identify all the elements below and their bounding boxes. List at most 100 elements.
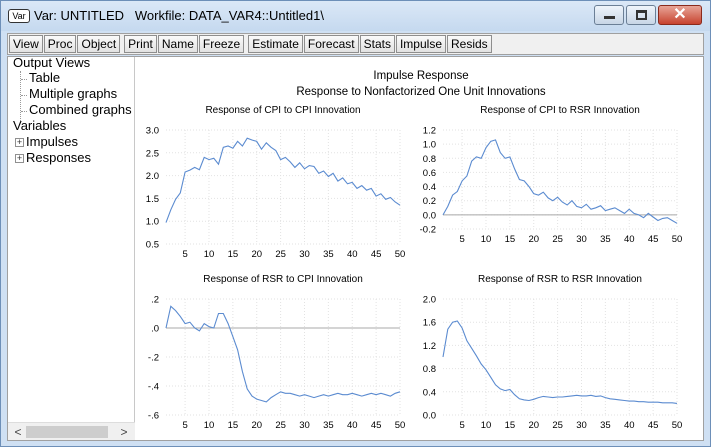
x-tick-label: 50: [672, 420, 683, 431]
stats-button[interactable]: Stats: [359, 35, 395, 53]
x-tick-label: 50: [672, 234, 683, 245]
y-tick-label: 0.5: [146, 240, 159, 251]
x-tick-label: 50: [395, 420, 406, 431]
panel-title: Response of RSR to RSR Innovation: [478, 274, 642, 285]
graph-title: Impulse Response: [373, 70, 468, 82]
x-tick-label: 30: [299, 249, 310, 260]
scrollbar-thumb[interactable]: [26, 426, 108, 438]
x-tick-label: 35: [323, 249, 334, 260]
x-tick-label: 40: [347, 420, 358, 431]
panel-title: Response of CPI to CPI Innovation: [205, 105, 360, 116]
tree-item-impulses[interactable]: + Impulses: [15, 134, 79, 149]
title-bar[interactable]: Var Var: UNTITLED Workfile: DATA_VAR4::U…: [1, 1, 710, 31]
y-tick-label: -.2: [148, 353, 159, 364]
x-tick-label: 5: [459, 234, 464, 245]
close-button[interactable]: ✕: [658, 5, 702, 25]
x-tick-label: 35: [600, 420, 611, 431]
y-tick-label: 0.2: [423, 196, 436, 207]
scroll-right-icon[interactable]: >: [120, 425, 128, 439]
graph-canvas: Impulse Response Response to Nonfactoriz…: [146, 70, 683, 431]
window-title: Var: UNTITLED Workfile: DATA_VAR4::Untit…: [34, 8, 324, 23]
minimize-button[interactable]: [594, 5, 624, 25]
irf-panel-4: Response of RSR to RSR Innovation 5 10 15 20…: [423, 274, 683, 431]
y-tick-label: 0.4: [423, 182, 436, 193]
freeze-button[interactable]: Freeze: [198, 35, 245, 53]
view-button[interactable]: View: [9, 35, 43, 53]
y-tick-label: 0.4: [423, 387, 436, 398]
irf-panel-2: Response of CPI to RSR Innovation 5 10 15 20…: [420, 105, 683, 245]
resids-button[interactable]: Resids: [447, 35, 492, 53]
object-button[interactable]: Object: [77, 35, 121, 53]
x-tick-label: 40: [624, 234, 635, 245]
object-toolbar: View Proc Object Print Name Freeze Estim…: [7, 33, 704, 55]
y-tick-label: 1.6: [423, 318, 436, 329]
window-controls: ✕: [594, 5, 702, 25]
tree-horizontal-scrollbar[interactable]: < >: [8, 422, 135, 440]
y-tick-label: .2: [151, 295, 159, 306]
x-tick-label: 35: [323, 420, 334, 431]
panel-title: Response of CPI to RSR Innovation: [480, 105, 640, 116]
response-line: [165, 137, 401, 223]
x-tick-label: 20: [528, 420, 539, 431]
content-pane: Output Views Table Multiple graphs Combi…: [7, 55, 704, 441]
response-line: [442, 320, 678, 404]
y-tick-label: 0.0: [423, 411, 436, 422]
x-tick-label: 25: [552, 420, 563, 431]
x-tick-label: 15: [228, 420, 239, 431]
close-icon: ✕: [673, 6, 687, 23]
estimate-button[interactable]: Estimate: [248, 35, 303, 53]
x-tick-label: 15: [228, 249, 239, 260]
x-tick-label: 50: [395, 249, 406, 260]
x-tick-label: 30: [299, 420, 310, 431]
y-tick-label: 2.0: [146, 171, 159, 182]
irf-panel-1: Response of CPI to CPI Innovation 5 10 15 20…: [146, 105, 406, 260]
tree-item-responses[interactable]: + Responses: [15, 150, 92, 165]
x-tick-label: 15: [505, 234, 516, 245]
y-tick-label: -.6: [148, 411, 159, 422]
x-tick-label: 15: [505, 420, 516, 431]
maximize-button[interactable]: [626, 5, 656, 25]
x-tick-label: 40: [347, 249, 358, 260]
x-tick-label: 5: [459, 420, 464, 431]
graph-subtitle: Response to Nonfactorized One Unit Innov…: [296, 86, 546, 98]
y-tick-label: 3.0: [146, 126, 159, 137]
scroll-left-icon[interactable]: <: [14, 425, 22, 439]
response-line: [165, 305, 401, 403]
x-tick-label: 20: [251, 249, 262, 260]
name-button[interactable]: Name: [157, 35, 198, 53]
tree-variables[interactable]: Variables: [13, 118, 67, 133]
irf-panel-3: Response of RSR to CPI Innovation 5 10 15 20…: [148, 274, 405, 431]
x-tick-label: 10: [481, 234, 492, 245]
tree-item-multiple-graphs[interactable]: Multiple graphs: [29, 86, 118, 101]
y-tick-label: 0.6: [423, 168, 436, 179]
panel-title: Response of RSR to CPI Innovation: [203, 274, 363, 285]
y-tick-label: 0.8: [423, 154, 436, 165]
x-tick-label: 25: [275, 249, 286, 260]
impulse-button[interactable]: Impulse: [395, 35, 446, 53]
y-tick-label: -0.2: [420, 225, 436, 236]
print-button[interactable]: Print: [124, 35, 157, 53]
response-line: [442, 139, 678, 224]
tree-output-views[interactable]: Output Views: [13, 55, 91, 70]
x-tick-label: 5: [182, 420, 187, 431]
x-tick-label: 5: [182, 249, 187, 260]
tree-item-table[interactable]: Table: [29, 70, 61, 85]
x-tick-label: 45: [371, 249, 382, 260]
y-tick-label: 1.0: [146, 217, 159, 228]
x-tick-label: 45: [648, 234, 659, 245]
y-tick-label: 0.8: [423, 364, 436, 375]
x-tick-label: 45: [648, 420, 659, 431]
proc-button[interactable]: Proc: [43, 35, 77, 53]
y-tick-label: 2.5: [146, 148, 159, 159]
x-tick-label: 10: [204, 420, 215, 431]
var-app-icon: Var: [8, 9, 30, 23]
impulse-response-graph: Impulse Response Response to Nonfactoriz…: [136, 57, 703, 440]
expand-icon[interactable]: +: [15, 137, 24, 147]
tree-item-combined-graphs[interactable]: Combined graphs: [29, 102, 132, 117]
x-tick-label: 40: [624, 420, 635, 431]
forecast-button[interactable]: Forecast: [303, 35, 359, 53]
maximize-icon: [636, 10, 647, 20]
expand-icon[interactable]: +: [15, 153, 24, 163]
x-tick-label: 30: [576, 420, 587, 431]
